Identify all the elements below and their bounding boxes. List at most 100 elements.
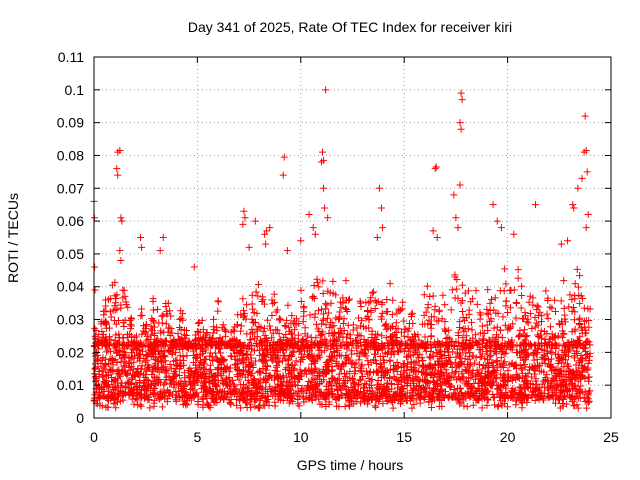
data-point [441, 325, 449, 333]
data-point [373, 234, 381, 241]
data-point [386, 357, 394, 365]
data-point [116, 147, 124, 155]
data-point [315, 395, 323, 403]
data-point [193, 327, 201, 335]
data-point [285, 370, 293, 378]
data-point [475, 369, 483, 377]
data-point [491, 375, 499, 383]
data-point [366, 368, 374, 376]
data-point [584, 373, 592, 381]
data-point [259, 401, 267, 409]
data-point [514, 266, 522, 274]
data-point [494, 403, 502, 411]
data-point [482, 339, 490, 347]
data-point [424, 338, 432, 346]
data-point [573, 336, 581, 344]
data-point [575, 291, 583, 299]
data-point [126, 330, 134, 338]
data-point [248, 369, 256, 377]
data-point [322, 394, 330, 402]
data-point [321, 204, 329, 212]
data-point [520, 381, 528, 389]
data-point [478, 404, 486, 412]
data-point [109, 383, 117, 391]
data-point [455, 362, 463, 370]
data-point [457, 299, 465, 307]
data-point [97, 318, 105, 326]
data-point [105, 324, 113, 332]
data-point [580, 304, 588, 312]
data-point [572, 374, 580, 382]
data-point [528, 325, 536, 333]
data-point [441, 327, 449, 335]
data-point [434, 366, 442, 374]
data-point [180, 331, 188, 339]
data-point [204, 402, 212, 410]
data-point [286, 327, 294, 335]
data-point [339, 320, 347, 328]
data-point [337, 342, 345, 350]
data-point [279, 397, 287, 405]
data-point [258, 338, 266, 346]
data-point [319, 148, 327, 156]
data-point [104, 359, 112, 367]
data-point [254, 368, 262, 376]
data-point [120, 322, 128, 330]
data-point [537, 327, 545, 335]
y-tick-label: 0.03 [57, 312, 84, 328]
data-point [577, 382, 585, 390]
data-point [357, 332, 365, 340]
data-point [501, 265, 509, 273]
data-point [469, 401, 477, 409]
data-point [321, 347, 329, 355]
data-point [260, 324, 268, 332]
data-point [457, 89, 465, 97]
data-point [248, 291, 256, 299]
data-point [356, 352, 364, 360]
data-point [253, 384, 261, 392]
y-tick-label: 0.09 [57, 115, 84, 131]
data-point [538, 346, 546, 354]
data-point [467, 373, 475, 381]
data-point [539, 396, 547, 404]
data-point [407, 336, 415, 344]
data-point [437, 351, 445, 359]
data-point [192, 353, 200, 361]
data-point [203, 329, 211, 337]
data-point [566, 394, 574, 402]
data-point [429, 292, 437, 300]
data-point [386, 324, 394, 332]
x-axis-label: GPS time / hours [297, 457, 404, 473]
data-point [113, 291, 121, 299]
data-point [234, 360, 242, 368]
data-point [456, 119, 464, 127]
data-point [122, 298, 130, 306]
data-point [262, 366, 270, 374]
data-point [582, 338, 590, 346]
data-point [572, 393, 580, 401]
data-point [111, 341, 119, 349]
data-point [561, 348, 569, 356]
data-point [427, 371, 435, 379]
data-point [400, 332, 408, 340]
axis-ticks: 0 5 10 15 20 25 0 0.01 0.02 0.03 0.04 0.05 0.06 0.07 0… [57, 49, 619, 445]
data-point [151, 323, 159, 331]
data-point [135, 346, 143, 354]
data-point [105, 391, 113, 399]
data-point [327, 382, 335, 390]
data-point [126, 360, 134, 368]
data-point [471, 331, 479, 339]
data-point [182, 326, 190, 334]
data-point [511, 386, 519, 394]
data-point [456, 318, 464, 326]
data-point [464, 360, 472, 368]
data-point [291, 361, 299, 369]
data-point [193, 377, 201, 385]
data-point [431, 369, 439, 377]
data-point [286, 386, 294, 394]
data-point [343, 306, 351, 314]
data-point [319, 277, 327, 285]
data-point [273, 326, 281, 334]
data-point [316, 332, 324, 340]
data-point [289, 382, 297, 390]
